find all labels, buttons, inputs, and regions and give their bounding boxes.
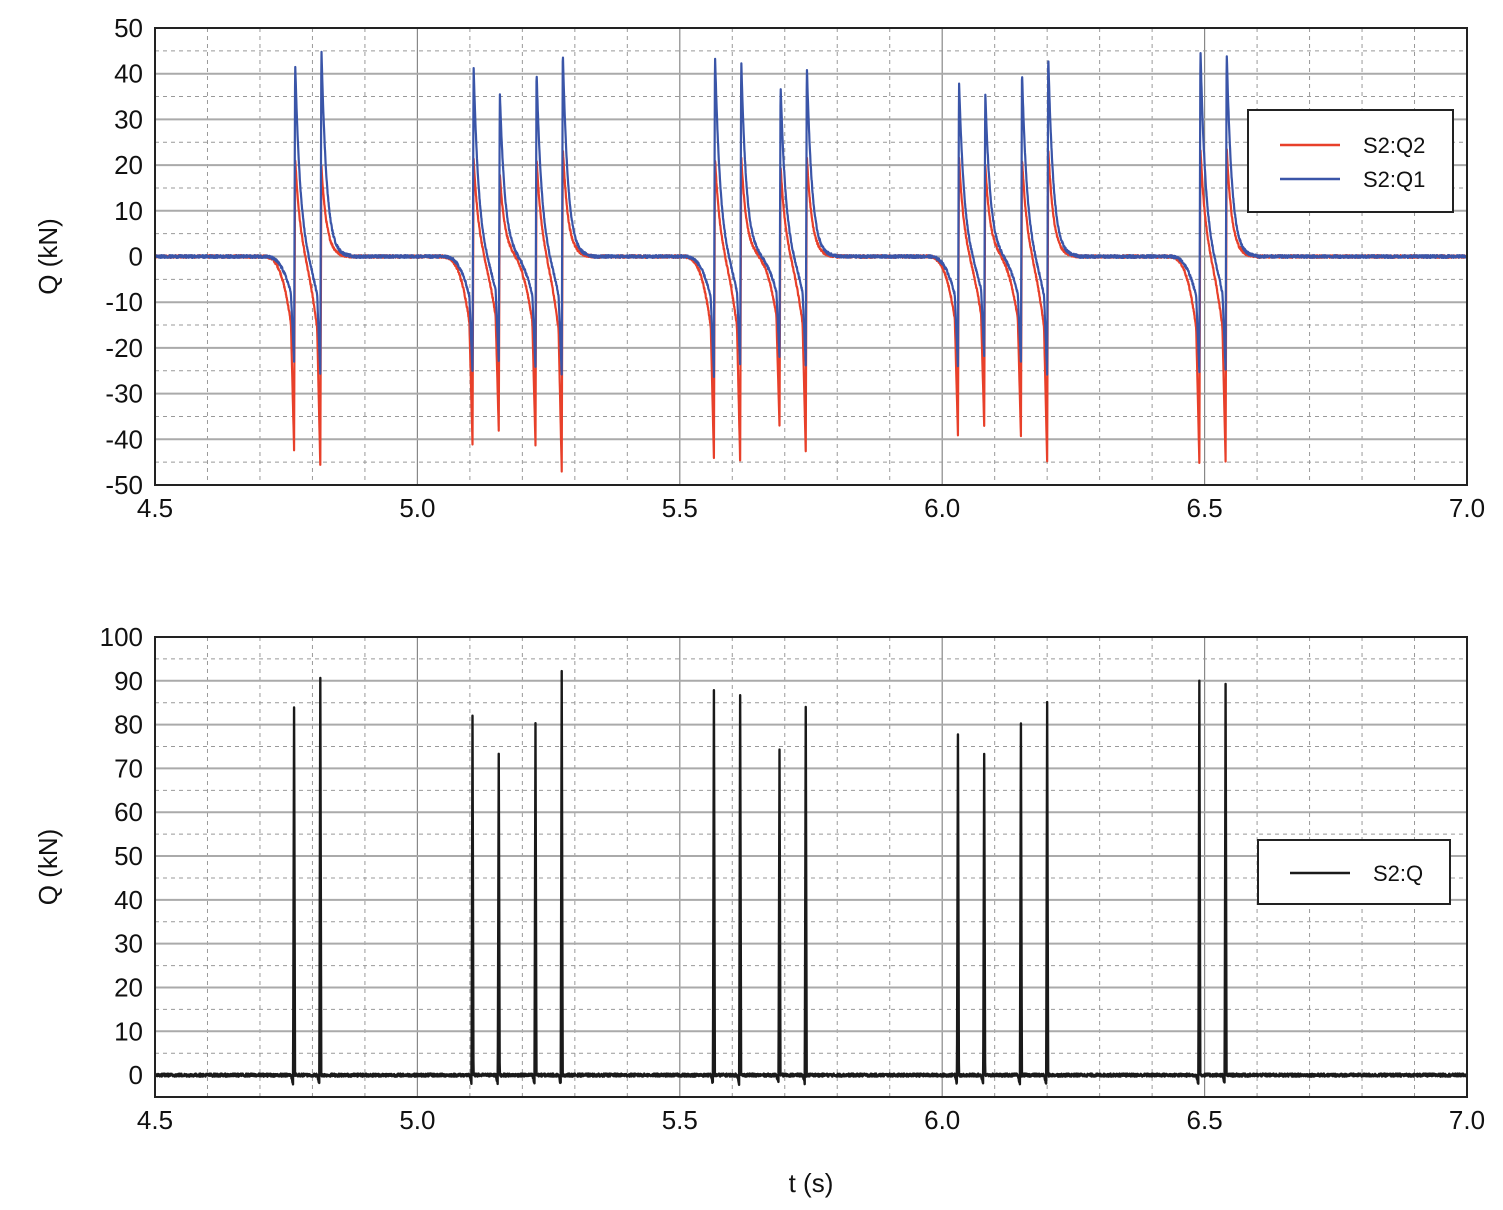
- y-tick-label: 20: [114, 150, 143, 180]
- x-tick-label: 5.0: [399, 1105, 435, 1135]
- y-tick-label: 20: [114, 972, 143, 1002]
- plot-frame: [154, 27, 1468, 486]
- x-axis-label: t (s): [789, 1168, 834, 1198]
- x-tick-label: 6.0: [924, 493, 960, 523]
- y-tick-label: 60: [114, 797, 143, 827]
- x-tick-label: 5.0: [399, 493, 435, 523]
- y-tick-label: 40: [114, 885, 143, 915]
- y-tick-label: 70: [114, 753, 143, 783]
- y-axis-label: Q (kN): [33, 829, 63, 906]
- y-tick-label: 0: [129, 242, 143, 272]
- y-tick-label: 90: [114, 666, 143, 696]
- series-line-s2-q1: [154, 50, 1469, 378]
- y-tick-label: 50: [114, 841, 143, 871]
- bottom-chart: 4.5 5.0 5.5 6.0 6.5 7.01009080706050403020100…: [33, 622, 1485, 1198]
- legend-label: S2:Q2: [1363, 133, 1425, 158]
- y-tick-label: 100: [100, 622, 143, 652]
- y-tick-label: 30: [114, 929, 143, 959]
- legend: S2:Q2 S2:Q1: [1247, 109, 1454, 213]
- y-tick-label: -50: [105, 470, 143, 500]
- y-tick-label: 40: [114, 59, 143, 89]
- x-tick-label: 5.5: [662, 1105, 698, 1135]
- x-tick-label: 6.0: [924, 1105, 960, 1135]
- x-tick-label: 6.5: [1187, 493, 1223, 523]
- plot-area: [155, 637, 1467, 1097]
- y-tick-label: -20: [105, 333, 143, 363]
- x-tick-label: 6.5: [1187, 1105, 1223, 1135]
- y-tick-label: -40: [105, 424, 143, 454]
- plot-frame: [154, 636, 1468, 1098]
- legend-label: S2:Q: [1373, 861, 1423, 886]
- legend-box: [1247, 109, 1454, 213]
- y-tick-label: 0: [129, 1060, 143, 1090]
- y-tick-label: 10: [114, 1016, 143, 1046]
- grid: [155, 28, 1467, 485]
- y-tick-label: 80: [114, 710, 143, 740]
- y-tick-label: 10: [114, 196, 143, 226]
- x-tick-label: 4.5: [137, 1105, 173, 1135]
- y-tick-label: 30: [114, 104, 143, 134]
- y-tick-label: -30: [105, 379, 143, 409]
- legend: S2:Q: [1257, 839, 1451, 905]
- y-tick-label: 50: [114, 13, 143, 43]
- series-line-s2-q: [153, 669, 1469, 1087]
- y-tick-label: -10: [105, 287, 143, 317]
- y-axis-label: Q (kN): [33, 218, 63, 295]
- legend-label: S2:Q1: [1363, 167, 1425, 192]
- x-tick-label: 7.0: [1449, 493, 1485, 523]
- top-chart: 4.5 5.0 5.5 6.0 6.5 7.0 50 40 30 20 10 0 -10 -20 -30 -4…: [33, 13, 1485, 523]
- x-tick-label: 5.5: [662, 493, 698, 523]
- x-tick-label: 4.5: [137, 493, 173, 523]
- x-tick-label: 7.0: [1449, 1105, 1485, 1135]
